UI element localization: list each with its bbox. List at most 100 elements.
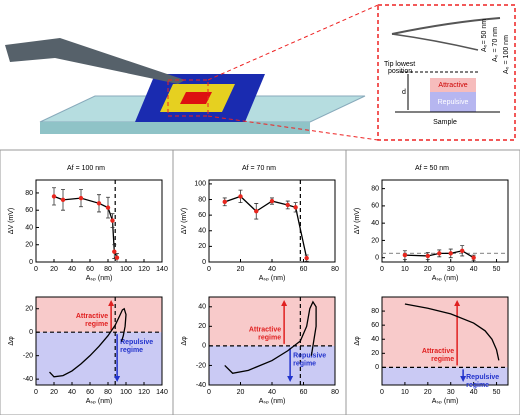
y-axis-label: Δφ	[8, 336, 15, 346]
panel-title: Af = 50 nm	[415, 165, 449, 172]
y-tick-label: 0	[202, 343, 206, 350]
repulsive-region	[382, 367, 508, 385]
x-tick-label: 10	[401, 266, 409, 273]
y-tick-label: 20	[198, 323, 206, 330]
data-point	[96, 201, 102, 206]
y-tick-label: 60	[371, 322, 379, 329]
data-point	[285, 202, 290, 208]
a0-label: A₀ = 100 nm	[503, 35, 510, 74]
x-tick-label: 0	[34, 389, 38, 396]
x-tick-label: 50	[493, 389, 501, 396]
arrow-head	[281, 300, 288, 306]
repulsive-zone	[430, 92, 476, 112]
y-tick-label: 0	[29, 329, 33, 336]
x-tick-label: 140	[156, 266, 168, 273]
y-tick-label: 20	[25, 306, 33, 313]
x-tick-label: 80	[331, 389, 339, 396]
repulsive-label: Repulsive	[293, 353, 326, 360]
y-tick-label: 80	[371, 185, 379, 192]
y-tick-label: 0	[375, 255, 379, 262]
y-tick-label: 40	[371, 336, 379, 343]
a0-label: A₀ = 70 nm	[492, 27, 499, 62]
y-tick-label: 80	[371, 308, 379, 315]
repulsive-label: regime	[120, 347, 143, 354]
data-point	[448, 251, 453, 256]
y-tick-label: 20	[371, 237, 379, 244]
x-tick-label: 40	[268, 266, 276, 273]
y-axis-label: Δφ	[354, 336, 361, 346]
plot-frame	[381, 179, 509, 263]
x-axis-label: Aₛₚ (nm)	[432, 398, 459, 405]
data-line	[224, 300, 317, 374]
x-tick-label: 30	[447, 266, 455, 273]
tip-label: Tip lowest	[384, 61, 415, 68]
cantilever	[5, 38, 185, 84]
data-line	[404, 303, 500, 361]
y-tick-label: 100	[194, 181, 206, 188]
x-tick-label: 60	[300, 389, 308, 396]
y-tick-label: 20	[198, 243, 206, 250]
x-tick-label: 80	[104, 266, 112, 273]
repulsive-label: regime	[466, 382, 489, 389]
x-tick-label: 0	[207, 266, 211, 273]
arrow-head	[287, 376, 294, 382]
data-point	[238, 194, 243, 199]
x-tick-label: 100	[120, 266, 132, 273]
y-tick-label: 0	[29, 259, 33, 266]
x-tick-label: 40	[268, 389, 276, 396]
attractive-label: Attractive	[422, 348, 454, 355]
x-tick-label: 20	[424, 389, 432, 396]
y-tick-label: 60	[371, 203, 379, 210]
y-axis-label: ΔV (mV)	[181, 208, 188, 234]
y-tick-label: -40	[196, 382, 206, 389]
data-point	[114, 255, 120, 260]
repulsive-label: Repulsive	[466, 374, 499, 381]
attractive-region	[36, 297, 162, 333]
y-tick-label: 0	[202, 259, 206, 266]
x-tick-label: 120	[138, 389, 150, 396]
zoom-line	[207, 115, 379, 141]
x-tick-label: 60	[86, 389, 94, 396]
data-point	[471, 255, 476, 260]
x-tick-label: 20	[50, 266, 58, 273]
x-tick-label: 30	[447, 389, 455, 396]
attractive-label: Attractive	[438, 82, 467, 89]
x-tick-label: 40	[68, 389, 76, 396]
y-axis-label: ΔV (mV)	[354, 208, 361, 234]
arrow-head	[460, 376, 467, 382]
x-tick-label: 50	[493, 266, 501, 273]
data-point	[105, 205, 111, 210]
cantilever-curve	[391, 17, 501, 35]
x-axis-label: Aₛₚ (nm)	[432, 275, 459, 282]
plot-frame	[381, 296, 509, 386]
x-tick-label: 0	[380, 266, 384, 273]
y-tick-label: 80	[25, 190, 33, 197]
y-tick-label: 80	[198, 196, 206, 203]
y-tick-label: 20	[25, 242, 33, 249]
x-tick-label: 20	[237, 389, 245, 396]
x-axis-label: Aₛₚ (nm)	[86, 398, 113, 405]
plot-frame	[35, 179, 163, 263]
data-point	[222, 199, 227, 205]
y-tick-label: -20	[196, 362, 206, 369]
arrow-head	[108, 300, 115, 306]
data-line	[404, 250, 474, 259]
x-tick-label: 40	[68, 266, 76, 273]
repulsive-label: Repulsive	[438, 99, 469, 106]
y-tick-label: 0	[375, 364, 379, 371]
attractive-zone	[430, 78, 476, 92]
x-tick-label: 60	[86, 266, 94, 273]
panel-title: Af = 100 nm	[67, 165, 105, 172]
data-point	[60, 197, 66, 203]
attractive-label: regime	[258, 335, 281, 342]
zoom-line	[207, 4, 379, 81]
data-point	[304, 255, 309, 261]
x-tick-label: 140	[156, 389, 168, 396]
x-tick-label: 0	[380, 389, 384, 396]
data-point	[269, 198, 275, 204]
x-tick-label: 100	[120, 389, 132, 396]
x-tick-label: 80	[104, 389, 112, 396]
x-tick-label: 20	[237, 266, 245, 273]
data-point	[110, 218, 115, 223]
